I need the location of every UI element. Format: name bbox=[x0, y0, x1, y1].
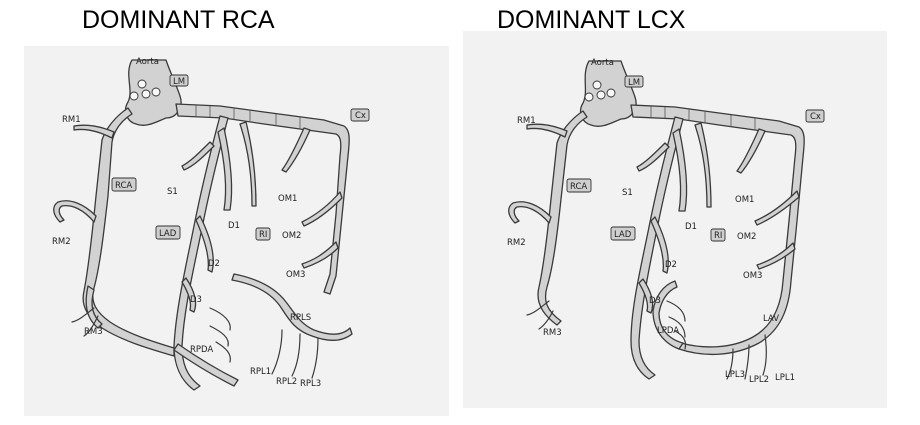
label-d2: D2 bbox=[665, 260, 677, 270]
rpls-vessel bbox=[231, 273, 353, 341]
rm2-branch bbox=[508, 201, 552, 224]
om2-branch bbox=[754, 190, 800, 226]
label-s1: S1 bbox=[167, 187, 178, 197]
label-om3: OM3 bbox=[743, 271, 762, 281]
label-rca: RCA bbox=[570, 182, 587, 192]
label-rpda: RPDA bbox=[190, 345, 213, 355]
label-lad: LAD bbox=[614, 230, 632, 240]
rm2-branch bbox=[53, 200, 97, 223]
label-cx: Cx bbox=[810, 112, 821, 122]
label-s1: S1 bbox=[622, 188, 633, 198]
label-om3: OM3 bbox=[286, 270, 305, 280]
lpda-vessel bbox=[652, 280, 684, 350]
label-om1: OM1 bbox=[278, 194, 297, 204]
panel-title-dominant-lcx: DOMINANT LCX bbox=[497, 6, 686, 34]
label-lav: LAV bbox=[763, 314, 779, 324]
label-om2: OM2 bbox=[282, 231, 301, 241]
label-rm3: RM3 bbox=[543, 328, 562, 338]
rpda-vessel bbox=[173, 343, 239, 387]
ri-branch bbox=[239, 121, 257, 207]
lad-vessel bbox=[630, 116, 684, 380]
label-d2: D2 bbox=[208, 259, 220, 269]
label-rpls: RPLS bbox=[290, 313, 311, 323]
label-cx: Cx bbox=[355, 111, 366, 121]
label-d1: D1 bbox=[228, 221, 240, 231]
label-d1: D1 bbox=[685, 222, 697, 232]
coronary-tree-svg: Aorta LM Cx RCA LAD RI RM1 RM2 RM3 S1 D1… bbox=[507, 58, 825, 385]
coronary-diagram-dominant-lcx: Aorta LM Cx RCA LAD RI RM1 RM2 RM3 S1 D1… bbox=[463, 31, 887, 408]
rm1-branch bbox=[73, 124, 115, 139]
label-om2: OM2 bbox=[737, 232, 756, 242]
d3-branch bbox=[638, 278, 654, 314]
label-rpl1: RPL1 bbox=[250, 367, 271, 377]
ri-branch bbox=[694, 122, 712, 208]
label-lm: LM bbox=[628, 78, 640, 88]
label-aorta: Aorta bbox=[136, 57, 159, 67]
label-rpl3: RPL3 bbox=[300, 379, 321, 389]
label-rm2: RM2 bbox=[52, 237, 71, 247]
label-aorta: Aorta bbox=[591, 58, 614, 68]
label-lpl2: LPL2 bbox=[749, 375, 769, 385]
d2-branch bbox=[650, 216, 669, 274]
rm3-branch bbox=[85, 285, 103, 329]
om1-branch bbox=[281, 127, 311, 173]
d3-branch bbox=[181, 277, 197, 313]
d1-branch bbox=[217, 127, 233, 211]
d1-branch bbox=[672, 128, 688, 212]
coronary-diagram-dominant-rca: Aorta LM Cx RCA LAD RI RM1 RM2 RM3 S1 D1… bbox=[24, 46, 449, 416]
label-rca: RCA bbox=[115, 181, 132, 191]
label-ri: RI bbox=[259, 230, 267, 240]
s1-branch bbox=[181, 141, 215, 171]
rca-vessel bbox=[537, 110, 588, 326]
s1-branch bbox=[636, 142, 670, 172]
label-rm1: RM1 bbox=[517, 116, 536, 126]
om1-branch bbox=[736, 128, 766, 174]
om3-branch bbox=[301, 241, 339, 269]
label-rm1: RM1 bbox=[62, 115, 81, 125]
label-lpda: LPDA bbox=[657, 326, 679, 336]
label-rpl2: RPL2 bbox=[276, 377, 297, 387]
label-lm: LM bbox=[173, 77, 185, 87]
coronary-tree-svg: Aorta LM Cx RCA LAD RI RM1 RM2 RM3 S1 D1… bbox=[52, 57, 370, 391]
d2-branch bbox=[195, 215, 214, 273]
om2-branch bbox=[301, 191, 343, 227]
label-lpl1: LPL1 bbox=[775, 373, 795, 383]
om3-branch bbox=[756, 242, 796, 270]
label-lad: LAD bbox=[159, 229, 177, 239]
label-om1: OM1 bbox=[735, 195, 754, 205]
label-rm3: RM3 bbox=[84, 327, 103, 337]
label-lpl3: LPL3 bbox=[725, 370, 745, 380]
label-rm2: RM2 bbox=[507, 238, 526, 248]
label-ri: RI bbox=[714, 231, 722, 241]
panel-title-dominant-rca: DOMINANT RCA bbox=[82, 6, 275, 34]
label-d3: D3 bbox=[649, 296, 661, 306]
label-d3: D3 bbox=[190, 295, 202, 305]
rm1-branch bbox=[526, 123, 568, 138]
left-main-and-circumflex bbox=[175, 103, 350, 295]
